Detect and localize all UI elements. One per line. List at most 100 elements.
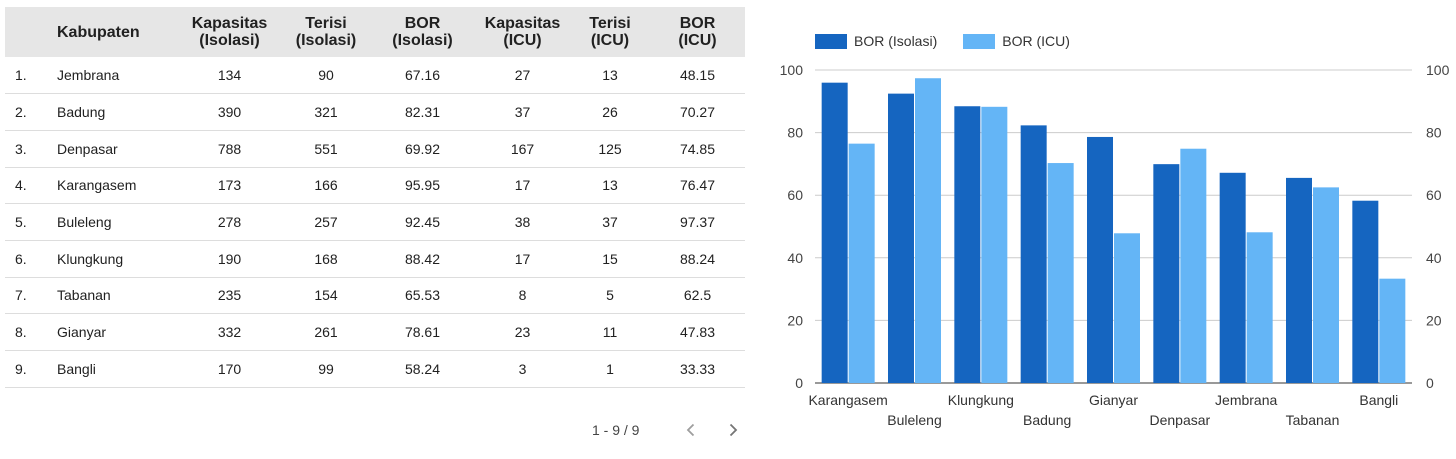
- table-cell-bor-iso: 78.61: [404, 324, 441, 341]
- right-axis-tick-label: 80: [1426, 125, 1442, 141]
- legend-item[interactable]: BOR (ICU): [963, 33, 1070, 49]
- right-axis-tick-label: 0: [1426, 375, 1434, 391]
- table-cell-bor-iso: 69.92: [404, 140, 441, 157]
- y-tick-label: 0: [795, 375, 803, 391]
- y-tick-label: 80: [787, 125, 803, 141]
- column-header[interactable]: Terisi (Isolasi): [282, 7, 370, 57]
- bar-bor-icu: [848, 143, 875, 383]
- table-cell-name: Buleleng: [57, 214, 112, 231]
- column-header-line2: (ICU): [590, 32, 630, 49]
- table-cell-ter-icu: 15: [602, 250, 618, 267]
- legend-label: BOR (Isolasi): [854, 33, 938, 49]
- table-cell-idx: 4.: [15, 177, 27, 194]
- chart-legend: BOR (Isolasi) BOR (ICU): [815, 33, 1096, 49]
- table-cell-ter-iso: 261: [314, 324, 338, 341]
- x-tick-label: Badung: [1023, 412, 1071, 428]
- table-cell-bor-iso: 88.42: [404, 250, 441, 267]
- chevron-right-icon: [730, 423, 738, 437]
- table-row[interactable]: 1. Jembrana 134 90 67.16 27 13 48.15: [5, 57, 745, 94]
- table-cell-kap-iso: 190: [217, 250, 242, 267]
- table-cell-kap-iso: 390: [217, 104, 242, 121]
- table-cell-kap-icu: 3: [518, 360, 527, 377]
- table-cell-ter-icu: 26: [602, 104, 618, 121]
- bar-bor-isolasi: [954, 106, 981, 384]
- pagination: 1 - 9 / 9: [592, 418, 745, 442]
- column-header[interactable]: Kabupaten: [57, 7, 177, 57]
- prev-page-button[interactable]: [679, 418, 703, 442]
- table-cell-idx: 5.: [15, 214, 27, 231]
- table-row[interactable]: 3. Denpasar 788 551 69.92 167 125 74.85: [5, 130, 745, 168]
- table-cell-name: Klungkung: [57, 250, 124, 267]
- table-cell-ter-icu: 13: [602, 67, 618, 84]
- table-cell-kap-iso: 332: [217, 324, 242, 341]
- table-cell-name: Karangasem: [57, 177, 137, 194]
- x-tick-label: Buleleng: [887, 412, 942, 428]
- table-row[interactable]: 2. Badung 390 321 82.31 37 26 70.27: [5, 94, 745, 131]
- table-row[interactable]: 4. Karangasem 173 166 95.95 17 13 76.47: [5, 167, 745, 204]
- table-cell-kap-iso: 788: [217, 140, 242, 157]
- table-cell-idx: 7.: [15, 287, 27, 304]
- table-cell-ter-iso: 166: [314, 177, 338, 194]
- column-header[interactable]: Terisi (ICU): [570, 7, 650, 57]
- column-header[interactable]: Kapasitas (Isolasi): [177, 7, 282, 57]
- bar-bor-icu: [1180, 148, 1207, 383]
- table-cell-ter-iso: 168: [314, 250, 338, 267]
- column-header-line2: (Isolasi): [295, 32, 357, 49]
- table-cell-kap-iso: 235: [217, 287, 242, 304]
- table-cell-bor-iso: 67.16: [404, 67, 441, 84]
- table-cell-ter-iso: 90: [318, 67, 334, 84]
- column-header[interactable]: BOR (Isolasi): [370, 7, 475, 57]
- table-cell-kap-icu: 27: [514, 67, 531, 84]
- bar-bor-isolasi: [1219, 172, 1246, 383]
- right-axis-tick-label: 40: [1426, 250, 1442, 266]
- column-header-line1: BOR: [679, 15, 716, 32]
- table-cell-bor-iso: 65.53: [404, 287, 441, 304]
- bar-bor-icu: [915, 78, 941, 383]
- column-header[interactable]: [5, 7, 57, 57]
- column-header-line1: BOR: [404, 15, 441, 32]
- legend-item[interactable]: BOR (Isolasi): [815, 33, 937, 49]
- table-cell-bor-iso: 58.24: [404, 360, 441, 377]
- data-table-container: Kabupaten Kapasitas (Isolasi) Terisi (Isolas…: [5, 7, 745, 388]
- table-cell-bor-icu: 33.33: [679, 360, 716, 377]
- table-cell-bor-icu: 48.15: [679, 67, 716, 84]
- table-cell-kap-icu: 17: [514, 177, 531, 194]
- table-cell-bor-icu: 47.83: [679, 324, 716, 341]
- bar-bor-isolasi: [888, 93, 914, 383]
- table-cell-idx: 9.: [15, 360, 27, 377]
- table-cell-ter-iso: 321: [314, 104, 338, 121]
- table-cell-idx: 8.: [15, 324, 27, 341]
- y-tick-label: 40: [787, 250, 803, 266]
- table-cell-bor-iso: 82.31: [404, 104, 441, 121]
- table-row[interactable]: 7. Tabanan 235 154 65.53 8 5 62.5: [5, 277, 745, 314]
- column-header[interactable]: BOR (ICU): [650, 7, 745, 57]
- x-tick-label: Karangasem: [808, 392, 887, 408]
- table-cell-bor-iso: 95.95: [404, 177, 441, 194]
- table-cell-ter-iso: 551: [314, 140, 338, 157]
- table-row[interactable]: 6. Klungkung 190 168 88.42 17 15 88.24: [5, 240, 745, 278]
- column-header-line1: Kabupaten: [57, 23, 140, 41]
- legend-swatch: [963, 33, 996, 49]
- table-header-row: Kabupaten Kapasitas (Isolasi) Terisi (Isolas…: [5, 7, 745, 57]
- table-cell-bor-icu: 74.85: [679, 140, 716, 157]
- table-cell-idx: 6.: [15, 250, 27, 267]
- bar-bor-icu: [1114, 233, 1140, 383]
- table-cell-kap-icu: 17: [514, 250, 531, 267]
- table-cell-idx: 2.: [15, 104, 27, 121]
- right-axis-tick-label: 20: [1426, 312, 1442, 328]
- table-row[interactable]: 5. Buleleng 278 257 92.45 38 37 97.37: [5, 204, 745, 241]
- table-row[interactable]: 9. Bangli 170 99 58.24 3 1 33.33: [5, 351, 745, 388]
- table-cell-name: Jembrana: [57, 67, 120, 84]
- data-table: Kabupaten Kapasitas (Isolasi) Terisi (Isolas…: [5, 7, 745, 388]
- table-body: 1. Jembrana 134 90 67.16 27 13 48.15 2. Badung 390…: [5, 57, 745, 388]
- column-header-line2: (Isolasi): [199, 32, 260, 49]
- next-page-button[interactable]: [721, 418, 745, 442]
- bar-bor-isolasi: [1286, 177, 1312, 383]
- column-header[interactable]: Kapasitas (ICU): [475, 7, 570, 57]
- right-axis-tick-label: 100: [1426, 62, 1450, 78]
- table-row[interactable]: 8. Gianyar 332 261 78.61 23 11 47.83: [5, 314, 745, 351]
- bar-bor-isolasi: [1153, 164, 1180, 383]
- bar-bor-icu: [1246, 232, 1273, 383]
- table-cell-ter-icu: 11: [602, 324, 618, 341]
- table-cell-kap-iso: 173: [217, 177, 242, 194]
